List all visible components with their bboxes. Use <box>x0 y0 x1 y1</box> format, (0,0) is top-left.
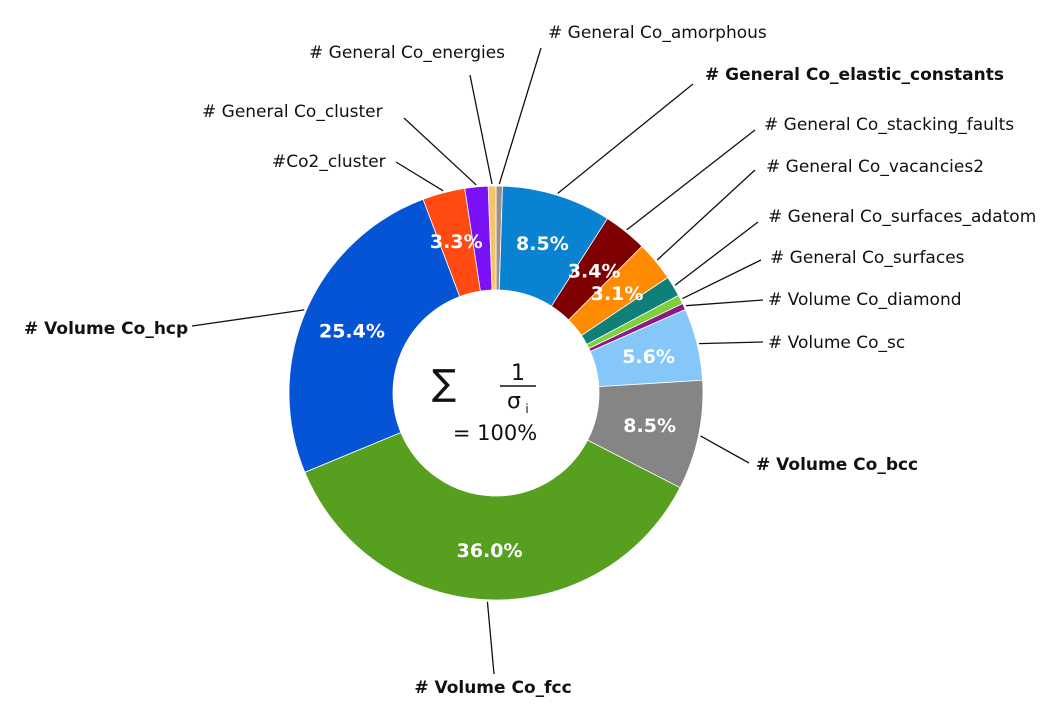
leader-line-volume-co-diamond <box>685 299 764 307</box>
center-total: = 100% <box>453 421 537 445</box>
percent-label-general-co-vacancies2: 3.1% <box>591 283 644 305</box>
center-sum-symbol: ∑ <box>432 363 456 404</box>
name-label-general-co-energies: # General Co_energies <box>309 43 505 63</box>
leader-line-general-co-elastic-constants <box>557 83 694 194</box>
name-label-volume-co-hcp: # Volume Co_hcp <box>24 319 188 339</box>
name-label-general-co-amorphous: # General Co_amorphous <box>548 23 767 43</box>
leader-line-volume-co-fcc <box>486 601 495 675</box>
slice-volume-co-hcp <box>288 198 461 473</box>
name-label-volume-co-sc: # Volume Co_sc <box>768 333 905 353</box>
name-label-volume-co-bcc: # Volume Co_bcc <box>756 455 918 475</box>
name-label-general-co-elastic-constants: # General Co_elastic_constants <box>705 65 1004 85</box>
name-label-general-co-surfaces: # General Co_surfaces <box>770 248 965 268</box>
percent-label-volume-co-bcc: 8.5% <box>623 415 676 437</box>
leader-line-co2-cluster <box>395 161 444 192</box>
center-denominator: σ <box>507 389 521 414</box>
center-subscript: i <box>525 402 528 416</box>
leader-line-volume-co-bcc <box>700 435 750 464</box>
leader-line-general-co-cluster <box>403 117 477 186</box>
donut-slices <box>288 185 704 601</box>
center-numerator: 1 <box>511 361 525 386</box>
leader-line-volume-co-sc <box>699 341 764 345</box>
slice-name-labels: # General Co_amorphous # General Co_elast… <box>24 23 1036 698</box>
percent-labels: 8.5% 3.4%3.1% 5.6% 8.5% 36.0% 25.4% 3.3% <box>319 231 676 562</box>
leader-line-general-co-energies <box>469 74 493 185</box>
leader-line-general-co-surfaces-adatom <box>674 221 759 286</box>
center-label: ∑ 1 σ i = 100% <box>432 361 537 445</box>
percent-label-volume-co-fcc: 36.0% <box>457 540 523 562</box>
name-label-general-co-surfaces-adatom: # General Co_surfaces_adatom <box>768 207 1036 227</box>
name-label-general-co-cluster: # General Co_cluster <box>202 102 383 122</box>
leader-line-general-co-stacking-faults <box>626 129 756 231</box>
name-label-volume-co-fcc: # Volume Co_fcc <box>414 678 571 698</box>
percent-label-volume-co-sc: 5.6% <box>622 346 675 368</box>
name-label-co2-cluster: #Co2_cluster <box>272 152 386 172</box>
leader-line-general-co-vacancies2 <box>656 169 756 261</box>
percent-label-volume-co-hcp: 25.4% <box>319 321 385 343</box>
percent-label-general-co-elastic-constants: 8.5% <box>516 233 569 255</box>
leader-line-volume-co-hcp <box>191 309 305 327</box>
leader-line-general-co-surfaces <box>682 259 762 300</box>
leader-lines <box>191 47 764 675</box>
percent-label-general-co-stacking-faults: 3.4% <box>568 260 621 282</box>
percent-label-co2-cluster: 3.3% <box>430 231 483 253</box>
name-label-general-co-vacancies2: # General Co_vacancies2 <box>766 157 984 177</box>
slice-general-co-energies <box>487 185 497 291</box>
name-label-general-co-stacking-faults: # General Co_stacking_faults <box>764 115 1014 135</box>
leader-line-general-co-amorphous <box>498 47 542 185</box>
name-label-volume-co-diamond: # Volume Co_diamond <box>768 290 962 310</box>
slice-volume-co-fcc <box>304 431 681 601</box>
